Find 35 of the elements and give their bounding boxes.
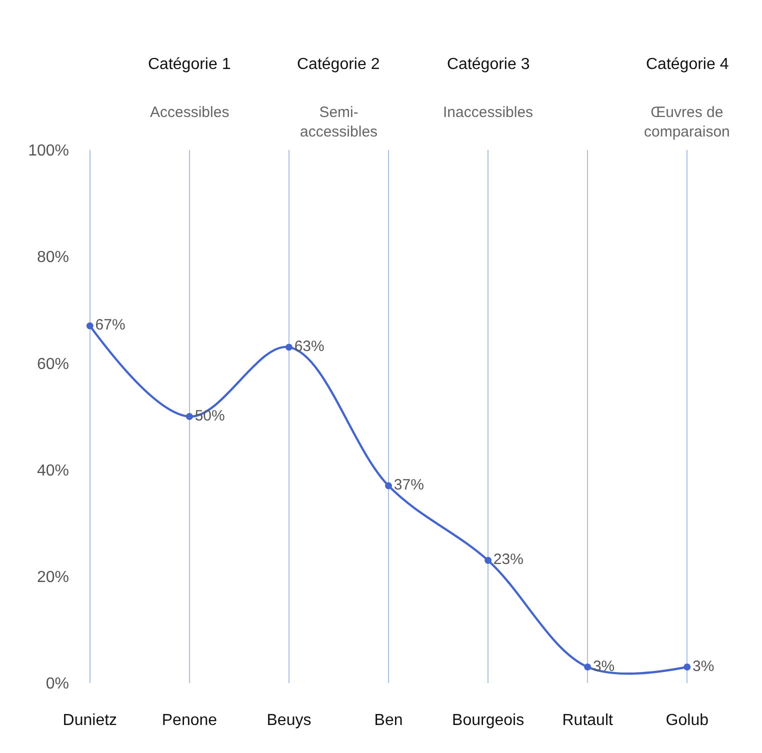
data-label: 3% (592, 658, 615, 675)
y-tick-label: 40% (36, 462, 69, 480)
point (186, 413, 193, 420)
text: Inaccessibles (443, 104, 534, 121)
data-label: 23% (493, 551, 524, 568)
text: Accessibles (150, 104, 230, 121)
y-tick-label: 60% (36, 356, 69, 373)
data-label: 3% (692, 658, 714, 675)
point (484, 556, 492, 564)
point (285, 344, 292, 351)
text: Catégorie 3 (447, 56, 530, 73)
x-tick-label: Rutault (562, 712, 614, 729)
point (684, 664, 691, 671)
data-label: 37% (394, 476, 424, 494)
text: Catégorie 2 (297, 56, 380, 73)
y-tick-label: 20% (36, 569, 69, 586)
x-tick-label: Golub (666, 712, 709, 729)
point (584, 664, 592, 671)
x-tick-label: Ben (374, 712, 403, 729)
x-tick-label: Beuys (266, 712, 312, 729)
data-label: 50% (194, 407, 225, 424)
text: Catégorie 1 (148, 56, 231, 73)
text: Semi- accessibles (300, 104, 378, 140)
data-label: 63% (294, 338, 324, 355)
x-tick-label: Penone (162, 712, 218, 729)
x-tick-label: Dunietz (62, 712, 118, 729)
point (385, 482, 392, 490)
data-label: 67% (95, 316, 126, 334)
x-tick-label: Bourgeois (452, 712, 524, 729)
y-tick-label: 100% (28, 142, 69, 160)
y-tick-label: 80% (36, 249, 69, 266)
point (86, 322, 94, 330)
text: Œuvres de comparaison (644, 104, 730, 140)
y-tick-label: 0% (46, 676, 69, 693)
text: Catégorie 4 (646, 56, 729, 73)
